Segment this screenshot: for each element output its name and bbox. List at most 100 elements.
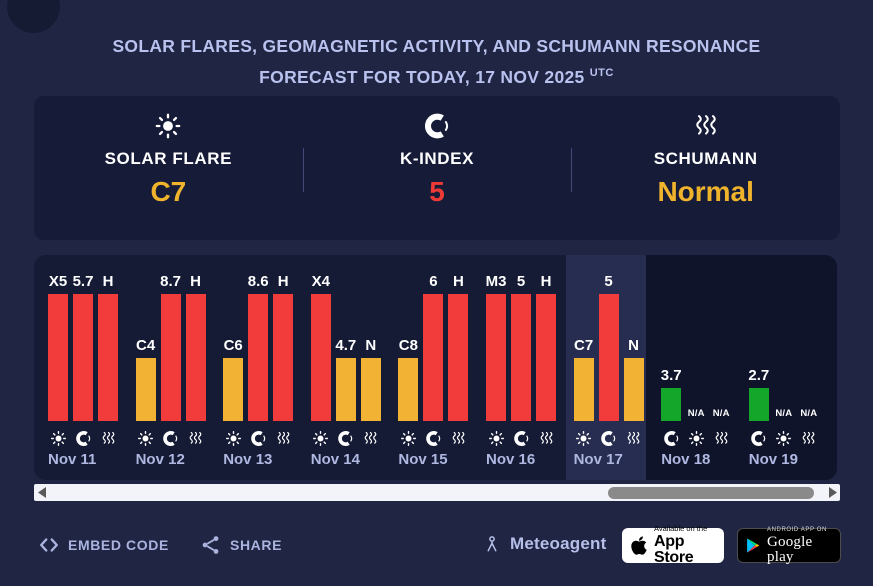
k-index-bar (423, 294, 444, 421)
k-index-bar (511, 294, 531, 421)
day-group-nov-15: C8 6 H Nov 15 (398, 255, 469, 468)
embed-code-button[interactable]: EMBED CODE (38, 534, 169, 556)
solar-flare-value-label: C4 (136, 337, 156, 354)
schumann-bar (98, 294, 118, 421)
magnet-icon (73, 428, 93, 448)
schumann-value-label: N (628, 337, 640, 354)
bar-slot-solar-flare: N/A (686, 255, 706, 421)
schumann-value-label: H (540, 273, 552, 290)
magnet-icon (161, 428, 181, 448)
bar-slot-k-index: 2.7 (748, 255, 770, 421)
day-group-nov-16: M3 5 H Nov 16 (486, 255, 556, 468)
schumann-value-label: N/A (712, 408, 730, 419)
app-store-badge[interactable]: Available on the App Store (622, 525, 724, 566)
schumann-value-label: H (190, 273, 202, 290)
solar-flare-value-label: X5 (48, 273, 68, 290)
day-date-label: Nov 17 (573, 451, 623, 468)
waves-icon (448, 428, 468, 448)
k-index-bar (160, 294, 181, 421)
summary-label-solar-flare: SOLAR FLARE (104, 149, 233, 168)
day-group-nov-13: C6 8.6 H Nov 13 (223, 255, 294, 468)
bar-slot-solar-flare: C4 (135, 255, 156, 421)
sun-icon (154, 111, 182, 141)
magnet-icon (661, 428, 681, 448)
scroll-left-arrow-icon[interactable] (35, 484, 49, 501)
k-index-bar (73, 294, 93, 421)
solar-flare-bar (486, 294, 506, 421)
summary-label-schumann: SCHUMANN (653, 149, 758, 168)
apple-icon (631, 536, 647, 555)
solar-flare-bar (223, 358, 244, 421)
google-play-icon (747, 538, 760, 553)
share-icon (202, 536, 219, 554)
schumann-bar (185, 294, 206, 421)
summary-item-solar-flare: SOLAR FLARE C7 (34, 96, 303, 240)
bar-slot-schumann: H (98, 255, 118, 421)
page-title: SOLAR FLARES, GEOMAGNETIC ACTIVITY, AND … (0, 33, 873, 91)
k-index-bar (335, 358, 356, 421)
day-date-label: Nov 16 (486, 451, 536, 468)
day-group-nov-11: X5 5.7 H Nov 11 (48, 255, 118, 468)
bar-slot-solar-flare: C8 (398, 255, 419, 421)
waves-icon (361, 428, 381, 448)
magnet-icon (511, 428, 531, 448)
day-group-nov-14: X4 4.7 N Nov 14 (310, 255, 381, 468)
k-index-value-label: 2.7 (748, 367, 770, 384)
solar-flare-bar (573, 358, 594, 421)
scroll-right-arrow-icon[interactable] (825, 484, 839, 501)
google-play-badge[interactable]: ANDROID APP ON Google play (737, 526, 841, 565)
k-index-value-label: 3.7 (660, 367, 682, 384)
sun-icon (223, 428, 243, 448)
google-play-text: ANDROID APP ON Google play (767, 526, 827, 565)
schumann-value-label: N/A (800, 408, 818, 419)
magnet-icon (423, 428, 443, 448)
day-date-label: Nov 12 (135, 451, 185, 468)
schumann-value-label: H (102, 273, 114, 290)
solar-flare-value-label: C6 (223, 337, 243, 354)
day-date-label: Nov 15 (398, 451, 448, 468)
day-group-nov-18: 3.7 N/A N/A Nov 18 (661, 255, 731, 468)
forecast-chart: X5 5.7 H Nov 11 C4 8.7 H Nov 12 C6 8.6 H Nov 13 X4 4.… (34, 255, 837, 480)
bar-slot-solar-flare: C7 (573, 255, 594, 421)
waves-icon (799, 428, 819, 448)
meteoagent-link[interactable]: Meteoagent (482, 532, 606, 556)
bar-slot-schumann: N (360, 255, 381, 421)
summary-item-k-index: K-INDEX 5 (302, 96, 572, 240)
brand-name: Meteoagent (510, 534, 607, 553)
summary-value-solar-flare: C7 (150, 176, 187, 207)
code-icon (40, 538, 58, 552)
embed-code-label: EMBED CODE (68, 537, 169, 553)
share-button[interactable]: SHARE (200, 534, 282, 556)
antenna-icon (487, 536, 497, 552)
bar-slot-solar-flare: X5 (48, 255, 68, 421)
page-title-line1: SOLAR FLARES, GEOMAGNETIC ACTIVITY, AND … (112, 36, 761, 56)
solar-flare-value-label: N/A (775, 408, 793, 419)
k-index-value-label: 8.7 (160, 273, 182, 290)
app-store-text: Available on the App Store (654, 523, 708, 567)
schumann-value-label: N (365, 337, 377, 354)
sun-icon (136, 428, 156, 448)
sun-icon (574, 428, 594, 448)
solar-flare-bar (398, 358, 419, 421)
bar-slot-schumann: N (623, 255, 644, 421)
bar-slot-solar-flare: M3 (486, 255, 506, 421)
waves-icon (273, 428, 293, 448)
day-group-nov-19: 2.7 N/A N/A Nov 19 (748, 255, 819, 468)
bar-slot-k-index: 6 (423, 255, 444, 421)
k-index-value-label: 5 (604, 273, 613, 290)
solar-flare-value-label: C8 (398, 337, 418, 354)
day-date-label: Nov 11 (48, 451, 97, 468)
sun-icon (486, 428, 506, 448)
bar-slot-solar-flare: N/A (774, 255, 794, 421)
bar-slot-schumann: H (185, 255, 206, 421)
schumann-value-label: H (277, 273, 289, 290)
sun-icon (48, 428, 68, 448)
chart-scrollbar[interactable] (34, 484, 840, 501)
waves-icon (536, 428, 556, 448)
bar-slot-k-index: 4.7 (335, 255, 356, 421)
day-date-label: Nov 13 (223, 451, 273, 468)
bar-slot-k-index: 3.7 (660, 255, 682, 421)
scrollbar-thumb[interactable] (608, 486, 814, 499)
magnet-icon (248, 428, 268, 448)
